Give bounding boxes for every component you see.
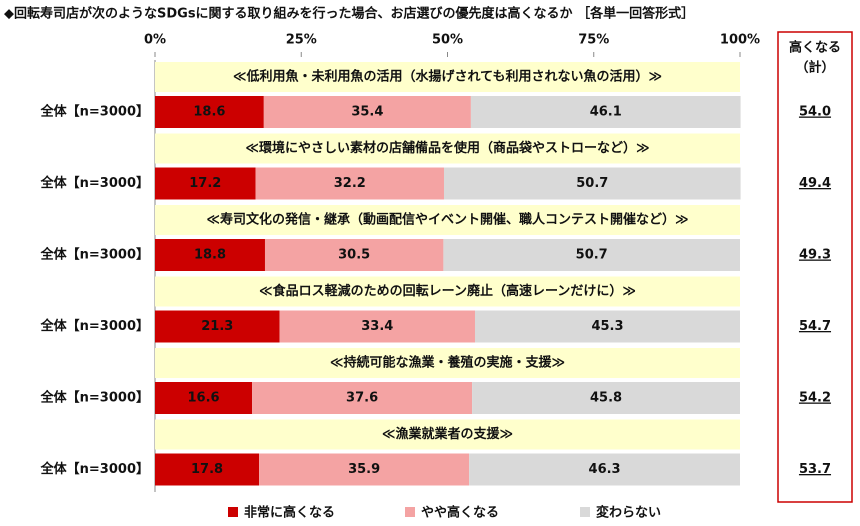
bar-segment bbox=[443, 167, 741, 200]
bar-segment bbox=[263, 96, 471, 128]
data-label: 18.6 bbox=[193, 105, 225, 120]
bar-segment bbox=[259, 453, 470, 486]
data-label: 18.8 bbox=[194, 248, 226, 263]
bar-segment bbox=[155, 167, 256, 200]
x-tick-label: 50% bbox=[432, 33, 463, 48]
heading-band bbox=[155, 419, 740, 450]
row-label: 全体【n=3000】 bbox=[40, 318, 149, 334]
total-value: 49.4 bbox=[799, 176, 831, 191]
data-label: 16.6 bbox=[188, 391, 220, 406]
category-heading: ≪寿司文化の発信・継承（動画配信やイベント開催、職人コンテスト開催など）≫ bbox=[206, 212, 688, 228]
totals-box bbox=[777, 31, 853, 503]
bar-segment bbox=[264, 239, 444, 271]
bar-segment bbox=[443, 239, 740, 271]
data-label: 17.8 bbox=[191, 462, 223, 477]
row-label: 全体【n=3000】 bbox=[40, 104, 149, 120]
legend-label: 変わらない bbox=[596, 505, 661, 521]
data-label: 35.9 bbox=[348, 462, 380, 477]
bar-segment bbox=[470, 96, 741, 128]
total-value: 54.7 bbox=[799, 319, 831, 334]
row-label: 全体【n=3000】 bbox=[40, 175, 149, 191]
heading-band bbox=[155, 133, 740, 164]
data-label: 50.7 bbox=[576, 176, 608, 191]
x-tick-label: 100% bbox=[720, 33, 760, 48]
data-label: 35.4 bbox=[351, 105, 383, 120]
category-heading: ≪低利用魚・未利用魚の活用（水揚げされても利用されない魚の活用）≫ bbox=[233, 69, 662, 85]
totals-header: 高くなる bbox=[789, 40, 841, 56]
data-label: 30.5 bbox=[338, 248, 370, 263]
data-label: 50.7 bbox=[576, 248, 608, 263]
data-label: 33.4 bbox=[361, 319, 393, 334]
data-label: 45.8 bbox=[590, 391, 622, 406]
bar-segment bbox=[155, 239, 265, 271]
legend-swatch bbox=[405, 507, 415, 517]
legend-swatch bbox=[228, 507, 238, 517]
data-label: 46.1 bbox=[590, 105, 622, 120]
x-tick-label: 0% bbox=[144, 33, 166, 48]
bar-segment bbox=[279, 310, 475, 343]
legend-swatch bbox=[580, 507, 590, 517]
heading-band bbox=[155, 276, 740, 307]
legend-label: やや高くなる bbox=[421, 505, 499, 521]
row-label: 全体【n=3000】 bbox=[40, 247, 149, 263]
bar-segment bbox=[155, 310, 280, 343]
bar-segment bbox=[472, 382, 740, 414]
heading-band bbox=[155, 348, 740, 378]
x-tick-label: 25% bbox=[286, 33, 317, 48]
row-label: 全体【n=3000】 bbox=[40, 461, 149, 477]
row-label: 全体【n=3000】 bbox=[40, 390, 149, 406]
bar-segment bbox=[255, 167, 444, 200]
heading-band bbox=[155, 62, 740, 92]
x-tick-label: 75% bbox=[578, 33, 609, 48]
total-value: 54.0 bbox=[799, 105, 831, 120]
heading-band bbox=[155, 205, 740, 235]
total-value: 54.2 bbox=[799, 391, 831, 406]
bar-segment bbox=[155, 96, 264, 128]
chart-title: ◆回転寿司店が次のようなSDGsに関する取り組みを行った場合、お店選びの優先度は… bbox=[4, 6, 694, 22]
bar-segment bbox=[474, 310, 740, 343]
bar-segment bbox=[155, 453, 260, 486]
data-label: 46.3 bbox=[589, 462, 621, 477]
legend-label: 非常に高くなる bbox=[244, 505, 335, 521]
total-value: 53.7 bbox=[799, 462, 831, 477]
category-heading: ≪食品ロス軽減のための回転レーン廃止（高速レーンだけに）≫ bbox=[259, 283, 636, 299]
totals-header: （計） bbox=[795, 60, 834, 76]
bar-segment bbox=[155, 382, 253, 414]
total-value: 49.3 bbox=[799, 248, 831, 263]
bar-segment bbox=[252, 382, 473, 414]
data-label: 45.3 bbox=[591, 319, 623, 334]
data-label: 37.6 bbox=[346, 391, 378, 406]
data-label: 21.3 bbox=[201, 319, 233, 334]
data-label: 17.2 bbox=[189, 176, 221, 191]
category-heading: ≪環境にやさしい素材の店舗備品を使用（商品袋やストローなど）≫ bbox=[245, 140, 649, 156]
category-heading: ≪持続可能な漁業・養殖の実施・支援≫ bbox=[330, 355, 565, 371]
data-label: 32.2 bbox=[334, 176, 366, 191]
bar-segment bbox=[469, 453, 740, 486]
category-heading: ≪漁業就業者の支援≫ bbox=[382, 426, 513, 442]
